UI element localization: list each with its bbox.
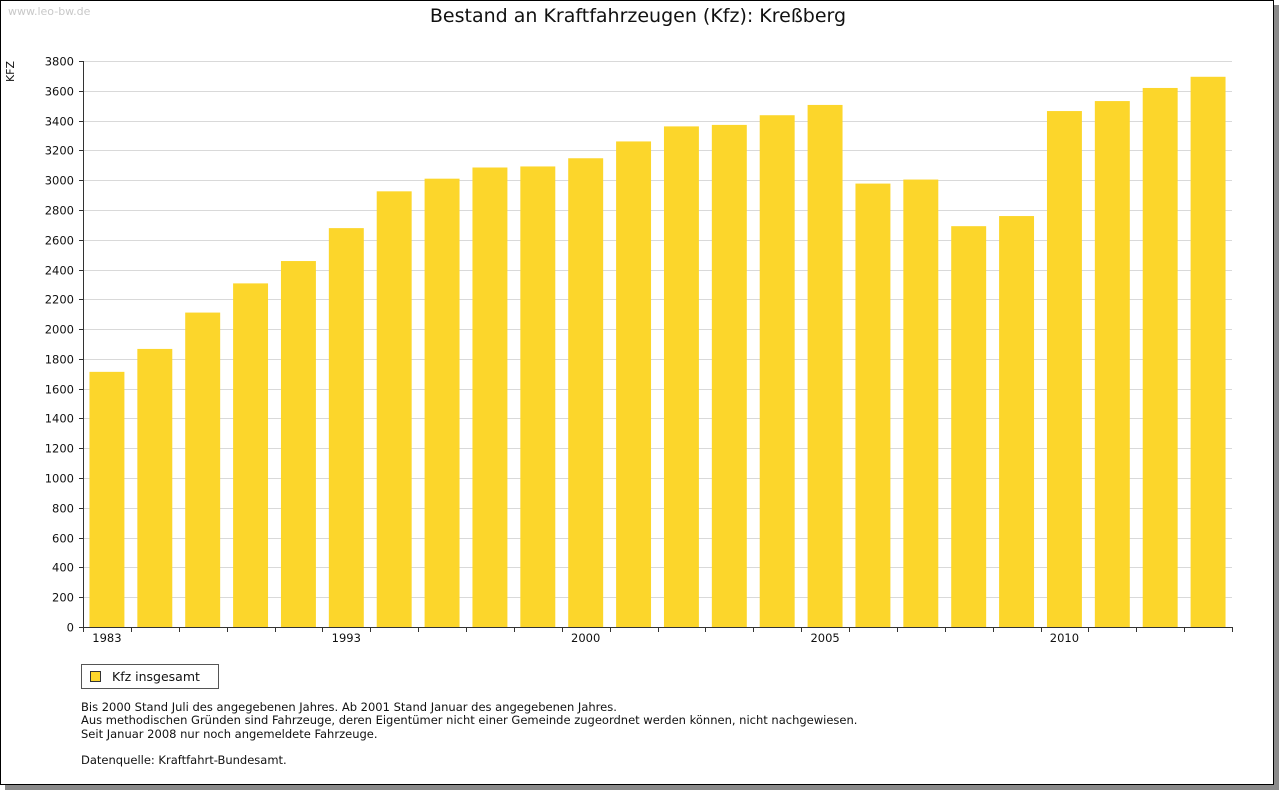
data-source: Datenquelle: Kraftfahrt-Bundesamt. bbox=[81, 752, 287, 767]
bar bbox=[328, 228, 364, 627]
bar bbox=[663, 126, 699, 627]
x-tick-labels: 1983 1993 2000 2005 2010 bbox=[92, 631, 1079, 645]
bar bbox=[185, 312, 221, 627]
bar bbox=[89, 371, 125, 627]
y-tick-label: 0 bbox=[67, 621, 74, 635]
bar bbox=[711, 124, 747, 628]
y-tick-label: 1400 bbox=[45, 412, 74, 426]
chart-title: Bestand an Kraftfahrzeugen (Kfz): Kreßbe… bbox=[429, 5, 847, 27]
y-tick-label: 1200 bbox=[45, 442, 74, 456]
y-tick-label: 2200 bbox=[45, 293, 74, 307]
footnotes: Bis 2000 Stand Juli des angegebenen Jahr… bbox=[81, 700, 858, 767]
y-tick-label: 800 bbox=[52, 502, 74, 516]
y-tick-label: 2000 bbox=[45, 323, 74, 337]
axes bbox=[79, 61, 1233, 632]
bar bbox=[1094, 101, 1130, 627]
y-tick-label: 200 bbox=[52, 591, 74, 605]
bar bbox=[1046, 111, 1082, 628]
legend-label: Kfz insgesamt bbox=[112, 669, 200, 684]
bar bbox=[520, 166, 556, 627]
x-tick-label: 1993 bbox=[332, 631, 361, 645]
y-tick-label: 3600 bbox=[45, 85, 74, 99]
bar-chart: 0 200 400 600 800 1000 1200 1400 1600 1800 2000 220… bbox=[45, 55, 1233, 645]
y-tick-label: 2600 bbox=[45, 234, 74, 248]
y-tick-label: 3000 bbox=[45, 174, 74, 188]
grid-lines bbox=[83, 61, 1232, 598]
x-tick-label: 2005 bbox=[810, 631, 839, 645]
y-tick-label: 1600 bbox=[45, 383, 74, 397]
y-tick-label: 400 bbox=[52, 561, 74, 575]
bar bbox=[376, 191, 412, 627]
y-tick-label: 3800 bbox=[45, 55, 74, 69]
bar bbox=[472, 167, 508, 627]
bars bbox=[89, 76, 1226, 628]
y-tick-label: 2800 bbox=[45, 204, 74, 218]
y-tick-label: 3400 bbox=[45, 115, 74, 129]
bar bbox=[280, 261, 316, 627]
bar bbox=[759, 115, 795, 627]
bar bbox=[999, 216, 1035, 628]
y-tick-label: 1000 bbox=[45, 472, 74, 486]
bar bbox=[568, 158, 604, 627]
y-tick-labels: 0 200 400 600 800 1000 1200 1400 1600 1800 2000 220… bbox=[45, 55, 74, 635]
bar bbox=[233, 283, 269, 627]
bar bbox=[137, 348, 173, 627]
bar bbox=[855, 183, 891, 627]
x-tick-label: 2010 bbox=[1050, 631, 1079, 645]
bar bbox=[1142, 87, 1178, 627]
bar bbox=[951, 226, 987, 627]
bar bbox=[903, 179, 939, 627]
footnote-line: Aus methodischen Gründen sind Fahrzeuge,… bbox=[81, 713, 858, 728]
footnote-line: Seit Januar 2008 nur noch angemeldete Fa… bbox=[81, 726, 378, 741]
legend: Kfz insgesamt bbox=[81, 664, 219, 689]
legend-swatch bbox=[90, 671, 101, 682]
y-tick-label: 3200 bbox=[45, 144, 74, 158]
bar bbox=[424, 178, 460, 628]
y-tick-label: 2400 bbox=[45, 264, 74, 278]
bar bbox=[616, 141, 652, 627]
footnote-line: Bis 2000 Stand Juli des angegebenen Jahr… bbox=[81, 700, 617, 714]
x-tick-label: 1983 bbox=[92, 631, 121, 645]
bar bbox=[807, 104, 843, 627]
bar bbox=[1190, 76, 1226, 628]
y-tick-label: 600 bbox=[52, 532, 74, 546]
y-tick-label: 1800 bbox=[45, 353, 74, 367]
x-tick-label: 2000 bbox=[571, 631, 600, 645]
watermark: www.leo-bw.de bbox=[8, 5, 91, 18]
